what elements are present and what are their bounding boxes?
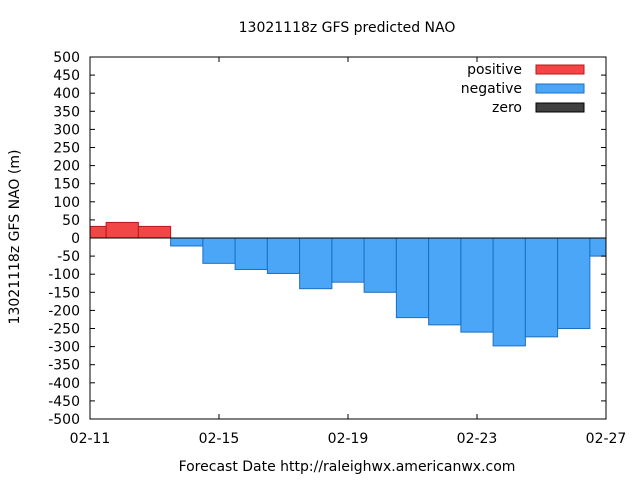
legend-swatch-zero bbox=[535, 102, 585, 113]
y-tick-label: -200 bbox=[48, 303, 80, 319]
chart-title: 13021118z GFS predicted NAO bbox=[239, 20, 456, 36]
y-tick-label: 0 bbox=[71, 231, 80, 247]
y-tick-label: -250 bbox=[48, 322, 80, 338]
legend-swatch-negative bbox=[535, 83, 585, 94]
y-tick-label: 300 bbox=[53, 122, 80, 138]
x-tick-label: 02-19 bbox=[328, 431, 369, 447]
bar-negative bbox=[428, 237, 462, 326]
bar-negative bbox=[395, 237, 430, 319]
y-tick-label: 350 bbox=[53, 104, 80, 120]
bar-negative bbox=[589, 237, 607, 257]
bar-negative bbox=[170, 237, 204, 247]
x-axis-label: Forecast Date http://raleighwx.americanw… bbox=[179, 459, 516, 475]
legend-label-zero: zero bbox=[492, 100, 522, 116]
bar-positive bbox=[89, 225, 107, 239]
bar-negative bbox=[524, 237, 559, 338]
x-tick-label: 02-23 bbox=[457, 431, 498, 447]
axes-layer: -500-450-400-350-300-250-200-150-100-500… bbox=[48, 50, 626, 447]
bar-negative bbox=[331, 237, 365, 283]
y-axis-label: 13021118z GFS NAO (m) bbox=[7, 150, 23, 325]
bar-negative bbox=[460, 237, 494, 333]
legend: positive negative zero bbox=[461, 62, 585, 116]
x-tick-label: 02-27 bbox=[586, 431, 627, 447]
bar-negative bbox=[363, 237, 397, 293]
y-tick-label: -450 bbox=[48, 394, 80, 410]
bar-negative bbox=[234, 237, 268, 270]
y-tick-label: -50 bbox=[57, 249, 80, 265]
bar-positive bbox=[137, 225, 172, 239]
bar-negative bbox=[266, 237, 301, 274]
y-tick-label: 250 bbox=[53, 141, 80, 157]
x-tick-label: 02-11 bbox=[70, 431, 111, 447]
y-tick-label: -350 bbox=[48, 358, 80, 374]
y-tick-label: 450 bbox=[53, 68, 80, 84]
y-tick-label: 150 bbox=[53, 177, 80, 193]
y-tick-label: -300 bbox=[48, 340, 80, 356]
y-tick-label: 400 bbox=[53, 86, 80, 102]
legend-swatch-positive bbox=[535, 64, 585, 75]
bar-negative bbox=[202, 237, 236, 264]
legend-label-positive: positive bbox=[467, 62, 522, 78]
y-tick-label: -500 bbox=[48, 412, 80, 428]
y-tick-label: 100 bbox=[53, 195, 80, 211]
y-tick-label: -150 bbox=[48, 285, 80, 301]
bars-layer bbox=[89, 221, 607, 347]
bar-negative bbox=[492, 237, 526, 347]
bar-negative bbox=[299, 237, 333, 290]
y-tick-label: 50 bbox=[62, 213, 80, 229]
y-tick-label: -100 bbox=[48, 267, 80, 283]
y-tick-label: -400 bbox=[48, 376, 80, 392]
bar-positive bbox=[105, 221, 139, 239]
legend-label-negative: negative bbox=[461, 81, 522, 97]
x-tick-label: 02-15 bbox=[199, 431, 240, 447]
bar-negative bbox=[557, 237, 591, 329]
y-tick-label: 200 bbox=[53, 159, 80, 175]
y-tick-label: 500 bbox=[53, 50, 80, 66]
